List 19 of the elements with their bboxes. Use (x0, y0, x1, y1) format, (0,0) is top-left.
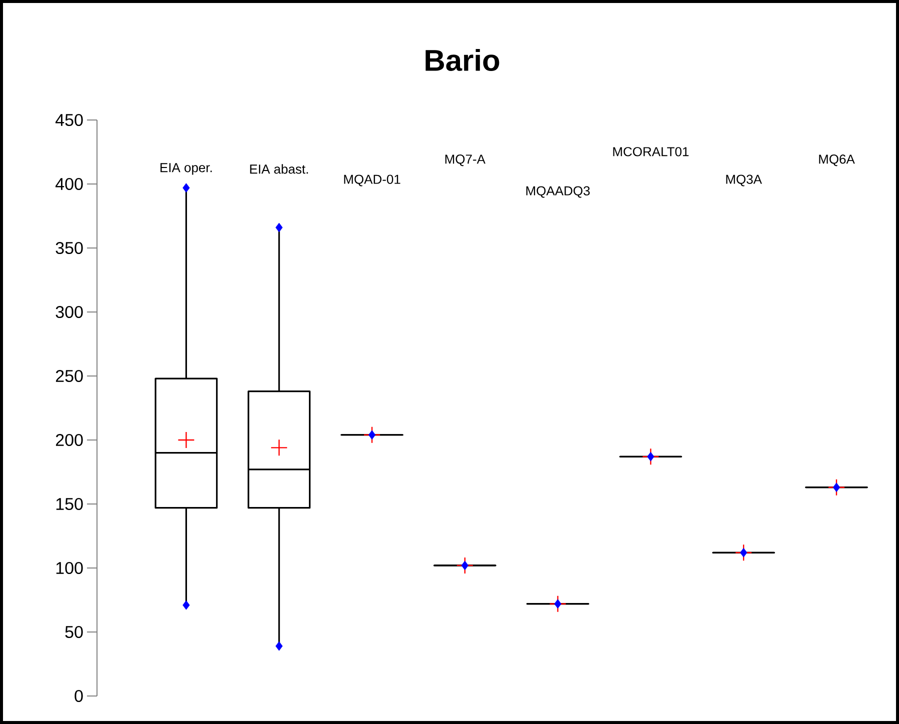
y-tick-label: 100 (56, 562, 83, 574)
x-tick-label: MQAD-01 (344, 174, 400, 186)
y-tick-label: 300 (56, 306, 83, 318)
x-tick-label: MCORALT01 (613, 147, 689, 156)
y-tick-label: 350 (56, 242, 83, 254)
y-tick-label: 150 (56, 498, 83, 510)
x-tick-label: MQ3A (726, 174, 762, 186)
y-tick-label: 50 (65, 626, 83, 638)
y-tick-label: 0 (74, 690, 83, 702)
x-tick-label: EIA abast. (250, 164, 308, 174)
y-tick-label: 400 (56, 178, 83, 190)
x-tick-label: MQ6A (819, 154, 855, 166)
y-tick-label: 250 (56, 370, 83, 382)
x-tick-label: EIA oper. (160, 163, 212, 175)
x-tick-label: MQAADQ3 (526, 186, 590, 198)
y-tick-label: 450 (56, 114, 83, 126)
x-tick-label: MQ7-A (445, 154, 486, 166)
chart-title: Bario (426, 48, 500, 72)
y-tick-label: 200 (56, 434, 83, 446)
